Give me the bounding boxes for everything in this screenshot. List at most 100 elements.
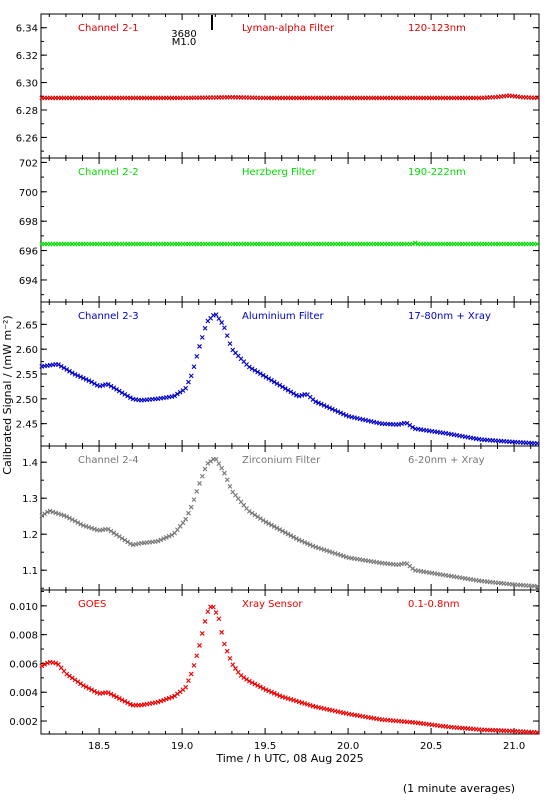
- data-point: [111, 693, 117, 698]
- data-point: [119, 390, 125, 396]
- data-point: [238, 673, 244, 678]
- data-point: [305, 541, 310, 546]
- data-point: [105, 690, 111, 696]
- data-point: [199, 334, 205, 340]
- data-point: [69, 370, 75, 376]
- data-point: [310, 543, 316, 549]
- data-point: [252, 681, 258, 687]
- data-point: [258, 684, 263, 690]
- data-point: [216, 616, 222, 622]
- data-point: [271, 379, 277, 385]
- data-point: [186, 379, 191, 385]
- y-tick-label: 6.26: [16, 133, 38, 144]
- y-tick-label: 696: [19, 247, 38, 258]
- data-point: [161, 536, 166, 542]
- data-point: [332, 550, 338, 556]
- data-point: [335, 409, 341, 415]
- data-point: [197, 643, 202, 648]
- series-points: [39, 604, 540, 735]
- y-tick-label: 0.002: [9, 717, 38, 728]
- data-point: [53, 510, 59, 516]
- data-point: [111, 530, 117, 536]
- data-point: [274, 692, 280, 697]
- data-point: [86, 685, 92, 691]
- data-point: [252, 367, 258, 373]
- wavelength-label: 17-80nm + Xray: [408, 311, 491, 322]
- data-point: [158, 698, 164, 704]
- y-tick-label: 2.65: [16, 320, 38, 331]
- data-point: [75, 679, 81, 685]
- data-point: [280, 528, 285, 534]
- panel-1: 6.26 6.28 6.30 6.32 6.34 Channel 2-1 Lyman-alp…: [16, 13, 540, 159]
- data-point: [241, 675, 247, 680]
- data-point: [183, 516, 189, 522]
- data-point: [332, 407, 338, 413]
- data-point: [183, 684, 189, 690]
- data-point: [282, 386, 288, 391]
- y-tick-label: 2.55: [16, 370, 38, 381]
- averaging-note: (1 minute averages): [403, 782, 515, 795]
- data-point: [266, 688, 272, 694]
- data-point: [246, 678, 252, 684]
- data-point: [219, 629, 225, 635]
- data-point: [410, 566, 415, 571]
- data-point: [318, 546, 324, 552]
- data-point: [42, 662, 47, 667]
- data-point: [122, 537, 128, 543]
- x-tick-label: 20.0: [337, 741, 359, 752]
- data-point: [293, 392, 299, 398]
- data-point: [180, 520, 186, 526]
- data-point: [269, 377, 274, 383]
- data-point: [213, 610, 219, 615]
- panel-frame: [40, 589, 540, 735]
- y-axis-label: Calibrated Signal / (mW m⁻²): [1, 315, 14, 474]
- data-point: [72, 371, 78, 377]
- filter-label: Lyman-alpha Filter: [242, 23, 335, 34]
- data-point: [534, 730, 540, 735]
- data-point: [197, 344, 202, 349]
- data-point: [175, 391, 180, 397]
- data-point: [199, 473, 205, 479]
- data-point: [534, 441, 540, 446]
- channel-label: Channel 2-3: [78, 311, 139, 322]
- data-point: [280, 384, 285, 390]
- data-point: [69, 675, 75, 681]
- data-point: [61, 513, 67, 518]
- data-point: [410, 241, 415, 247]
- data-point: [155, 538, 161, 544]
- data-point: [83, 376, 89, 382]
- data-point: [188, 373, 194, 379]
- data-point: [56, 511, 61, 517]
- data-point: [277, 693, 283, 699]
- data-point: [67, 368, 72, 374]
- data-point: [335, 551, 341, 557]
- data-point: [39, 513, 45, 519]
- data-point: [191, 497, 197, 503]
- data-point: [169, 532, 175, 538]
- data-point: [86, 524, 92, 530]
- data-point: [252, 512, 258, 518]
- data-point: [163, 696, 169, 702]
- data-point: [158, 537, 164, 543]
- data-point: [186, 510, 191, 516]
- data-point: [125, 700, 130, 706]
- data-point: [58, 512, 64, 518]
- data-point: [246, 364, 252, 370]
- data-point: [188, 671, 194, 677]
- data-point: [64, 514, 70, 520]
- data-point: [324, 404, 330, 410]
- data-point: [224, 333, 230, 339]
- data-point: [89, 687, 95, 693]
- data-point: [293, 536, 299, 541]
- data-point: [224, 648, 230, 654]
- data-point: [64, 367, 70, 372]
- data-point: [274, 525, 280, 531]
- data-point: [39, 663, 45, 669]
- data-point: [122, 391, 128, 397]
- data-point: [191, 662, 197, 668]
- data-point: [67, 673, 72, 679]
- x-tick-label: 19.0: [171, 741, 193, 752]
- data-point: [119, 535, 125, 541]
- filter-label: Aluminium Filter: [242, 311, 325, 322]
